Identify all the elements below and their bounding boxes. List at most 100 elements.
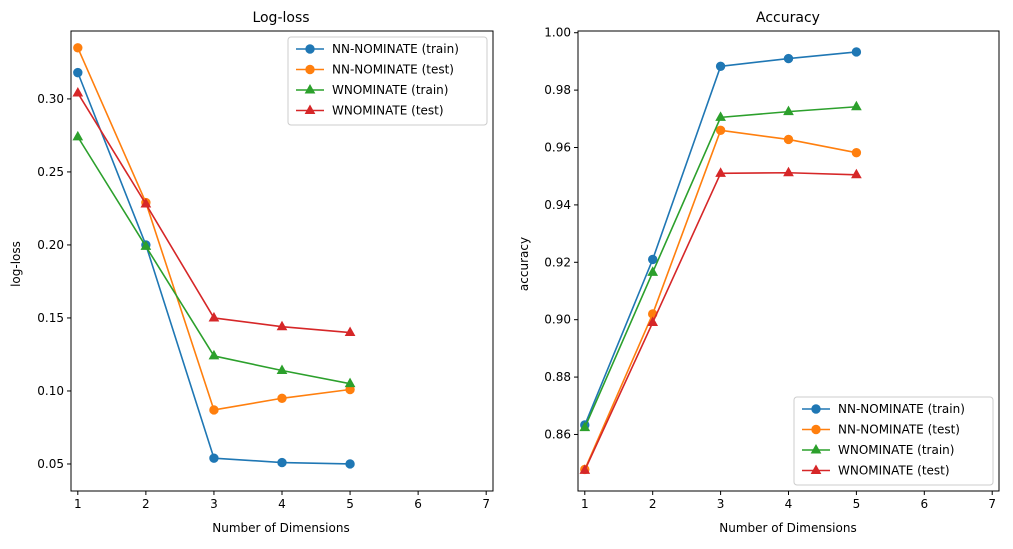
data-point: [783, 105, 794, 116]
legend-item: NN-NOMINATE (train): [802, 402, 965, 416]
legend-box: [287, 36, 488, 126]
data-point: [140, 198, 152, 208]
data-point: [276, 320, 288, 331]
data-point: [277, 393, 287, 403]
legend-label: WNOMINATE (test): [332, 104, 444, 118]
y-tick-label: 0.86: [544, 427, 571, 441]
y-tick-label: 0.96: [544, 141, 571, 155]
x-tick-label: 6: [920, 497, 928, 511]
series-4: [72, 87, 356, 337]
data-point: [851, 100, 862, 111]
chart-title: Log-loss: [252, 10, 309, 26]
legend: NN-NOMINATE (train) NN-NOMINATE (test) WNO…: [287, 36, 488, 126]
x-tick-label: 2: [142, 497, 150, 511]
data-point: [647, 254, 658, 265]
data-point: [579, 464, 591, 474]
x-tick-label: 4: [785, 497, 793, 511]
legend-label: WNOMINATE (test): [838, 464, 950, 478]
legend-item: NN-NOMINATE (test): [802, 423, 960, 437]
series-4: [579, 166, 862, 474]
series-3: [72, 130, 356, 388]
y-tick-label: 0.15: [37, 311, 64, 325]
x-tick-label: 1: [74, 497, 82, 511]
legend-marker: [304, 104, 316, 114]
y-tick-label: 0.92: [544, 255, 571, 269]
legend-item: WNOMINATE (test): [802, 464, 950, 478]
plot-area: 1 2 3 4 5 6 7 0.86 0.88 0.90 0.92 0.94 0.96 0.98 1.00 N…: [544, 26, 1000, 511]
data-point: [715, 111, 726, 121]
x-tick-label: 1: [581, 497, 589, 511]
legend-label: WNOMINATE (train): [332, 83, 448, 97]
chart-log-loss: Log-loss Number of Dimensions log-loss 1…: [9, 10, 494, 535]
series-line: [584, 51, 857, 426]
legend-item: WNOMINATE (train): [296, 83, 448, 97]
y-tick-label: 0.10: [37, 384, 64, 398]
series-line: [584, 105, 857, 428]
y-tick-label: 0.20: [37, 238, 64, 252]
data-point: [277, 457, 287, 468]
x-tick-label: 2: [649, 497, 657, 511]
legend-label: NN-NOMINATE (train): [332, 42, 459, 56]
legend-label: WNOMINATE (train): [838, 443, 954, 457]
legend-item: NN-NOMINATE (train): [296, 42, 459, 56]
x-axis-label: Number of Dimensions: [719, 521, 856, 535]
y-tick-label: 0.90: [544, 313, 571, 327]
x-tick-label: 3: [210, 497, 218, 511]
data-point: [783, 53, 794, 64]
data-point: [579, 421, 591, 432]
series-1: [580, 47, 862, 430]
y-tick-label: 0.25: [37, 165, 64, 179]
legend-box: [793, 396, 994, 486]
data-point: [345, 459, 355, 469]
data-point: [73, 67, 83, 78]
data-point: [851, 147, 862, 158]
plot-area: 1 2 3 4 5 6 7 0.05 0.10 0.15 0.20 0.25 0.30 NN-NOMINA…: [37, 30, 494, 511]
x-tick-label: 5: [346, 497, 354, 511]
y-tick-label: 0.30: [37, 92, 64, 106]
legend-label: NN-NOMINATE (test): [332, 63, 454, 77]
data-point: [209, 405, 219, 415]
data-point: [344, 377, 356, 388]
legend-item: NN-NOMINATE (test): [296, 63, 454, 77]
data-point: [715, 125, 726, 135]
y-tick-label: 0.88: [544, 370, 571, 384]
y-axis-label: accuracy: [517, 237, 531, 291]
legend-item: WNOMINATE (train): [802, 443, 954, 457]
data-point: [73, 43, 83, 53]
x-axis-label: Number of Dimensions: [212, 521, 349, 535]
data-point: [72, 87, 84, 97]
data-point: [647, 266, 659, 276]
legend-marker: [305, 64, 315, 75]
x-tick-label: 7: [482, 497, 490, 511]
chart-accuracy: Accuracy Number of Dimensions accuracy 1…: [517, 10, 1000, 535]
x-tick-label: 5: [853, 497, 861, 511]
data-point: [209, 453, 219, 463]
data-point: [783, 166, 794, 177]
x-tick-label: 4: [278, 497, 286, 511]
series-3: [579, 100, 862, 432]
legend-label: NN-NOMINATE (train): [838, 402, 965, 416]
y-tick-label: 1.00: [544, 26, 571, 40]
data-point: [851, 168, 862, 179]
legend: NN-NOMINATE (train) NN-NOMINATE (test) WNO…: [793, 396, 994, 486]
data-point: [276, 364, 288, 375]
y-tick-label: 0.05: [37, 457, 64, 471]
data-point: [72, 130, 84, 141]
data-point: [344, 326, 356, 337]
legend-marker: [811, 424, 821, 435]
legend-marker: [810, 464, 822, 474]
legend-marker: [305, 44, 315, 54]
data-point: [140, 240, 152, 250]
series-line: [77, 92, 351, 334]
x-tick-label: 3: [717, 497, 725, 511]
y-axis-label: log-loss: [9, 241, 23, 287]
data-point: [851, 47, 862, 57]
data-point: [208, 311, 220, 322]
y-tick-label: 0.98: [544, 83, 571, 97]
legend-marker: [811, 404, 821, 414]
data-point: [647, 316, 659, 327]
legend-label: NN-NOMINATE (test): [838, 423, 960, 437]
legend-marker: [304, 83, 316, 94]
x-tick-label: 7: [988, 497, 996, 511]
data-point: [715, 167, 726, 177]
